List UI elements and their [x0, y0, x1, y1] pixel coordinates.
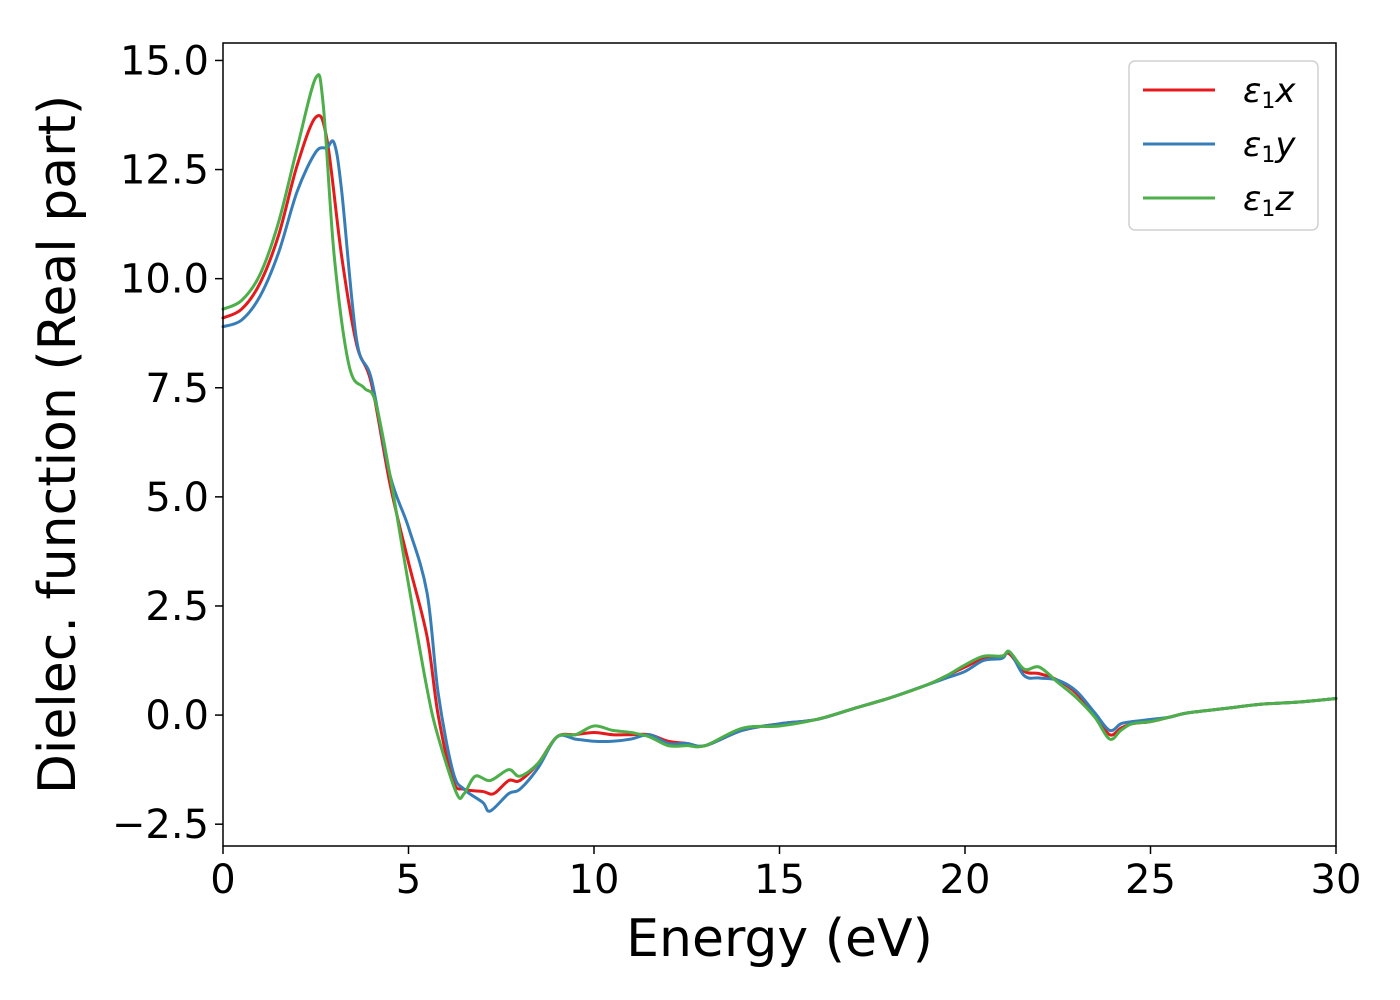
series-line-z	[221, 73, 1338, 801]
x-axis: 0 5 10 15 20 25 30	[210, 846, 1361, 903]
legend-label-z: ε1z	[1243, 179, 1294, 222]
legend-frame	[1128, 60, 1319, 231]
x-tick-label: 30	[1311, 857, 1362, 903]
x-tick-label: 10	[569, 857, 620, 903]
y-tick-label: 15.0	[120, 38, 209, 84]
legend-label-y: ε1y	[1243, 125, 1296, 168]
series-line-y	[221, 139, 1338, 813]
legend: ε1x ε1y ε1z	[1128, 60, 1319, 231]
x-tick-label: 20	[940, 857, 991, 903]
plot-frame	[222, 42, 1337, 847]
legend-label-x: ε1x	[1243, 71, 1296, 114]
x-tick-label: 0	[210, 857, 235, 903]
y-tick-label: 0.0	[145, 693, 209, 739]
y-axis: −2.5 0.0 2.5 5.0 7.5 10.0 12.5 15.0	[112, 38, 223, 848]
y-tick-label: 10.0	[120, 257, 209, 303]
y-tick-label: 2.5	[145, 584, 209, 630]
x-tick-label: 25	[1125, 857, 1176, 903]
y-tick-label: −2.5	[112, 802, 209, 848]
x-tick-label: 15	[754, 857, 805, 903]
x-axis-label: Energy (eV)	[626, 909, 933, 969]
x-tick-label: 5	[396, 857, 421, 903]
y-tick-label: 5.0	[145, 475, 209, 521]
y-tick-label: 12.5	[120, 148, 209, 194]
y-axis-label: Dielec. function (Real part)	[28, 95, 88, 794]
series-layer	[221, 73, 1338, 813]
y-tick-label: 7.5	[145, 366, 209, 412]
